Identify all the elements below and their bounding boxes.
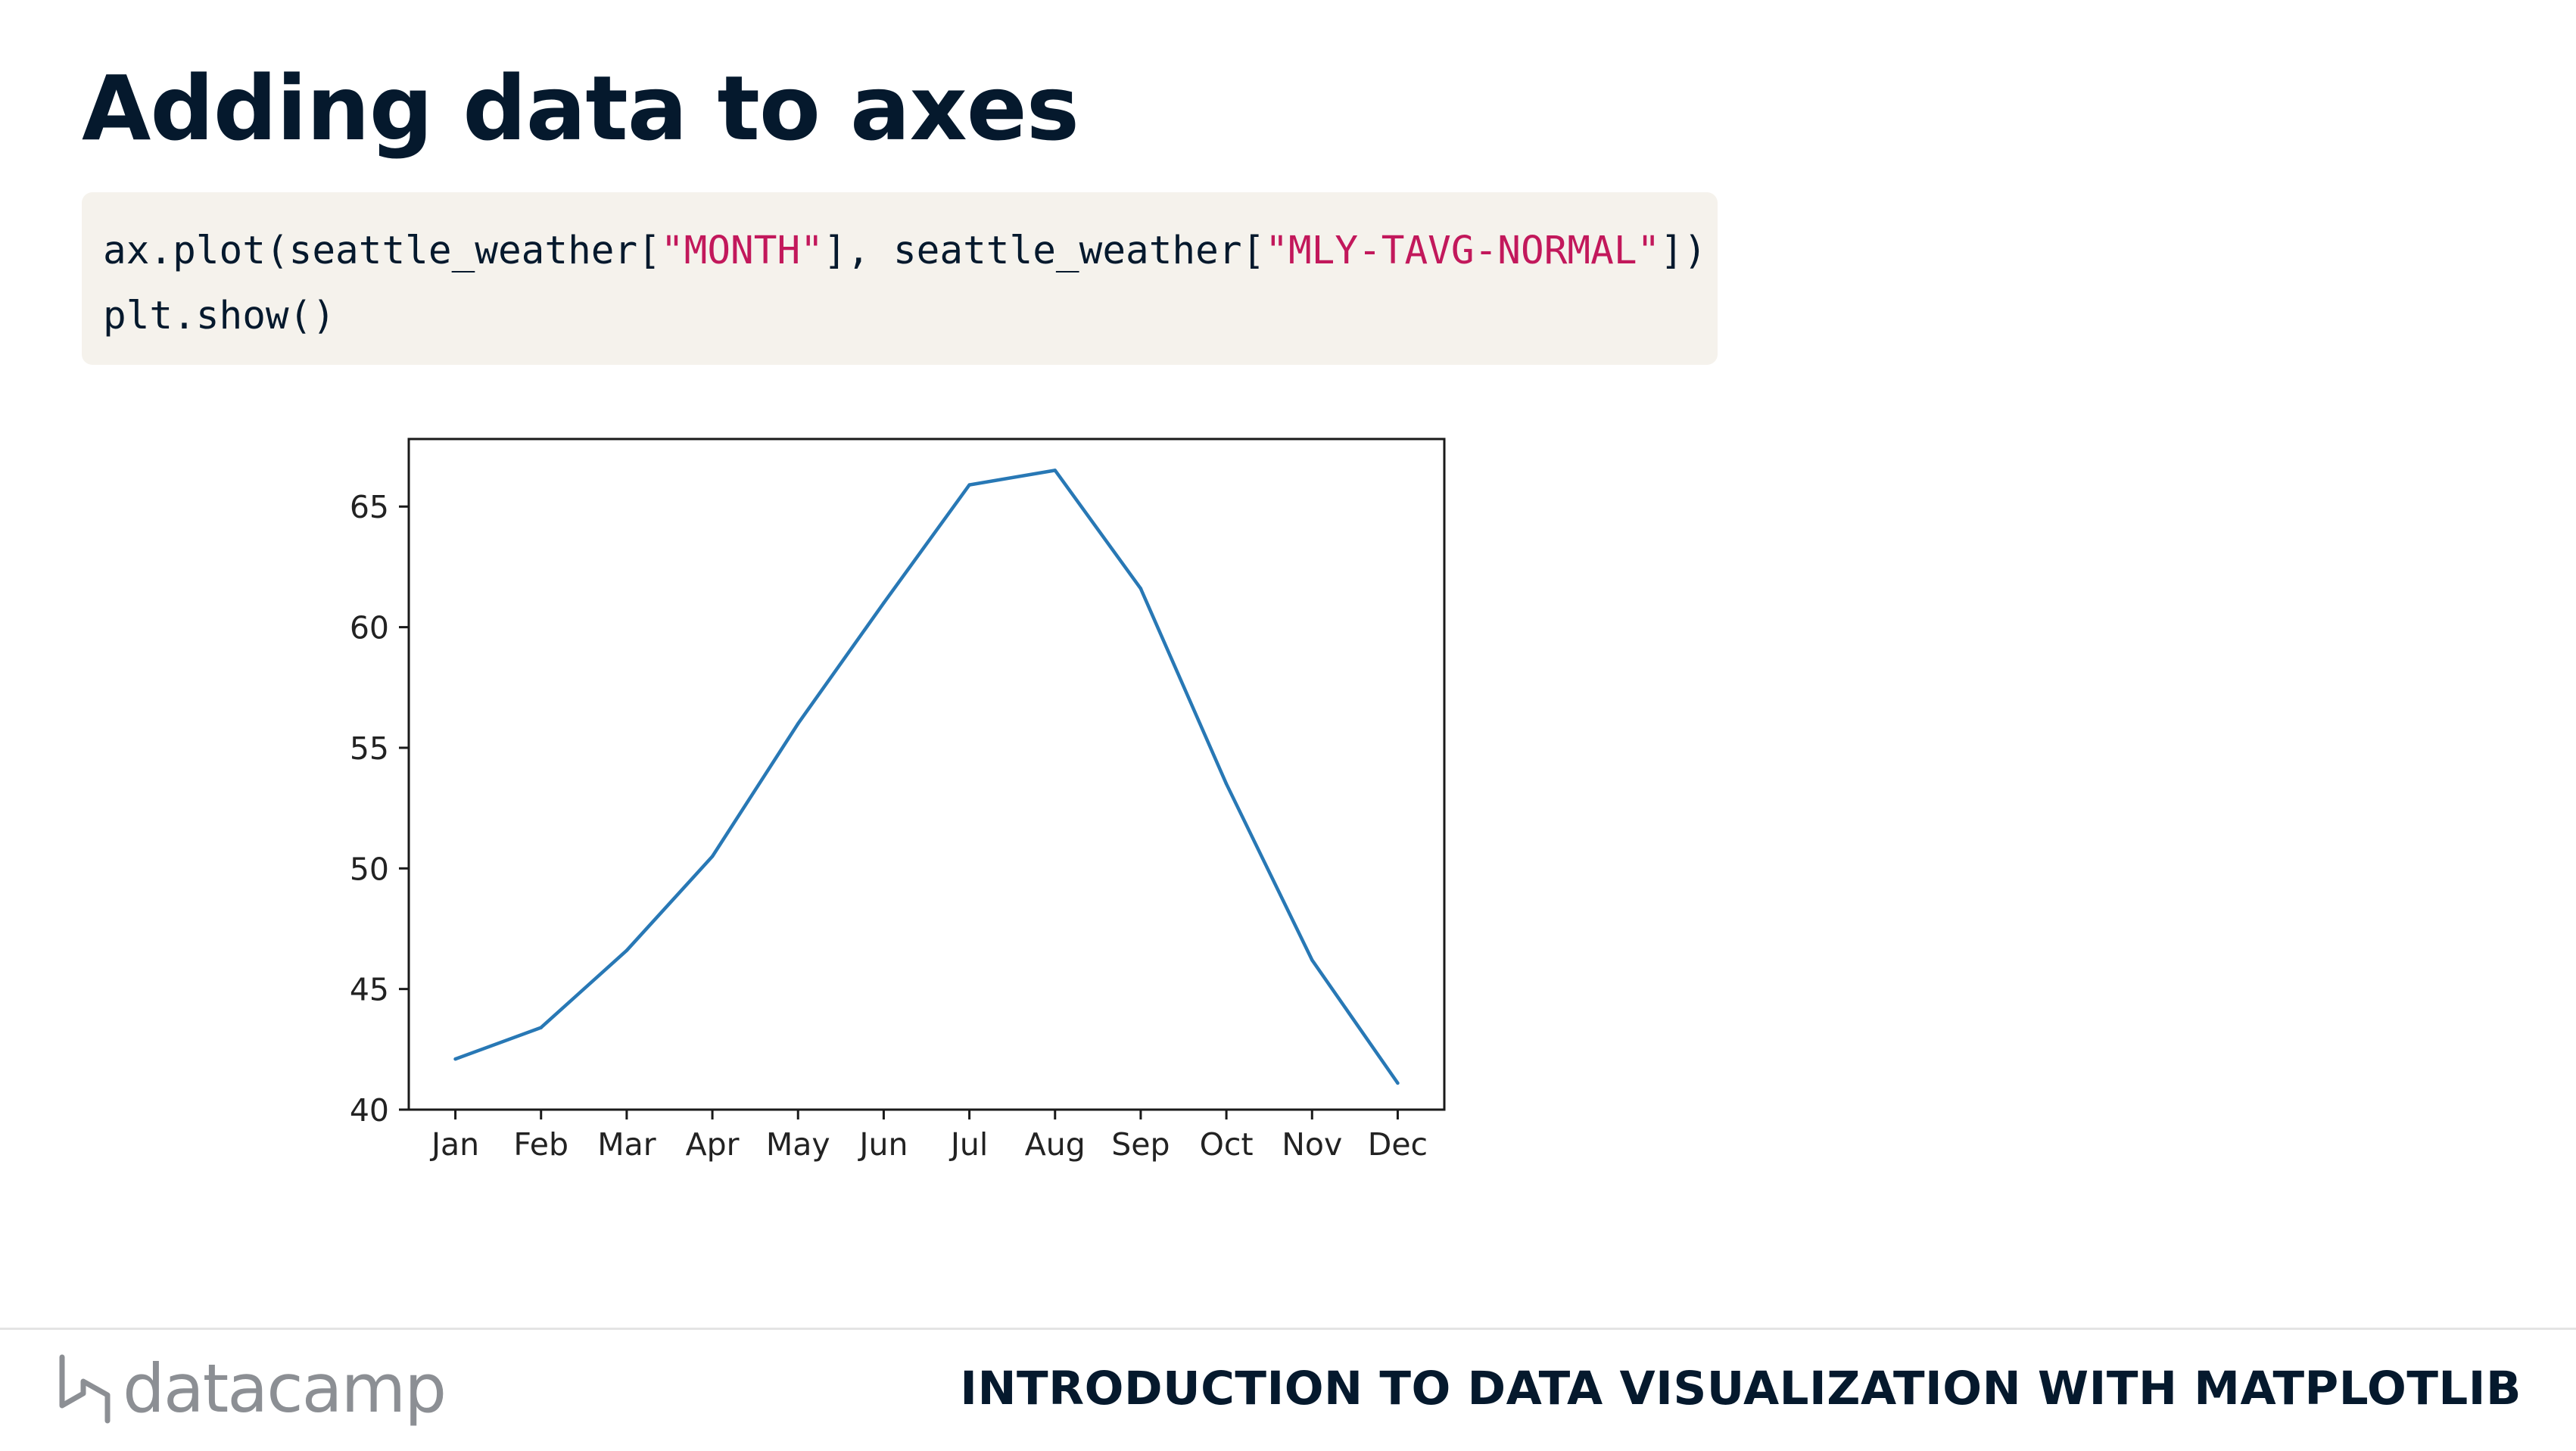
y-tick-label: 60 <box>350 610 389 646</box>
code-string: "MONTH" <box>660 229 824 273</box>
x-tick-label: Aug <box>1025 1126 1086 1163</box>
x-tick-label: Sep <box>1111 1126 1170 1163</box>
x-tick-label: Dec <box>1368 1126 1428 1163</box>
code-text: ax.plot(seattle_weather[ <box>103 229 661 273</box>
brand-name: datacamp <box>123 1350 447 1428</box>
y-tick-label: 40 <box>350 1092 389 1129</box>
slide-title: Adding data to axes <box>82 56 1079 160</box>
datacamp-logo-icon <box>59 1354 111 1424</box>
x-axis: Jan Feb Mar Apr May Jun Jul Aug Sep Oct Nov Dec <box>429 1110 1428 1163</box>
y-axis: 40 45 50 55 60 65 <box>350 489 409 1129</box>
data-point <box>1138 587 1143 590</box>
data-point <box>1224 782 1229 786</box>
plot-area <box>407 437 1446 1111</box>
code-block: ax.plot(seattle_weather["MONTH"], seattl… <box>82 192 1718 365</box>
x-tick-label: Jan <box>429 1126 479 1163</box>
line-chart: 40 45 50 55 60 65 Jan Feb Mar Apr May Jun Jul Aug Sep… <box>350 437 1446 1163</box>
data-point <box>1310 958 1314 962</box>
data-point <box>539 1026 543 1029</box>
y-tick-label: 55 <box>350 730 389 767</box>
data-point <box>453 1057 457 1061</box>
series-line <box>453 469 1400 1085</box>
code-string: "MLY-TAVG-NORMAL" <box>1265 229 1661 273</box>
code-text: ]) <box>1660 229 1707 273</box>
y-tick-label: 65 <box>350 489 389 525</box>
series-layer <box>453 469 1400 1085</box>
y-tick-label: 45 <box>350 972 389 1008</box>
footer-divider <box>0 1328 2576 1330</box>
code-text: ], seattle_weather[ <box>823 229 1266 273</box>
code-line-2: plt.show() <box>103 294 336 338</box>
y-tick-label: 50 <box>350 851 389 887</box>
x-tick-label: Jul <box>948 1126 988 1163</box>
data-point <box>1053 469 1057 472</box>
course-title: INTRODUCTION TO DATA VISUALIZATION WITH … <box>960 1362 2521 1415</box>
data-point <box>625 948 629 952</box>
data-point <box>710 855 715 858</box>
code-line-1: ax.plot(seattle_weather["MONTH"], seattl… <box>103 219 1718 284</box>
x-tick-label: Oct <box>1200 1126 1254 1163</box>
x-tick-label: Feb <box>513 1126 568 1163</box>
data-point <box>796 721 800 726</box>
x-tick-label: Jun <box>857 1126 908 1163</box>
x-tick-label: May <box>766 1126 830 1163</box>
x-tick-label: Nov <box>1282 1126 1342 1163</box>
x-tick-label: Mar <box>597 1126 656 1163</box>
data-point <box>1396 1081 1400 1085</box>
x-tick-label: Apr <box>686 1126 740 1163</box>
data-point <box>967 483 971 487</box>
data-point <box>882 601 886 605</box>
brand-logo: datacamp <box>55 1347 447 1431</box>
